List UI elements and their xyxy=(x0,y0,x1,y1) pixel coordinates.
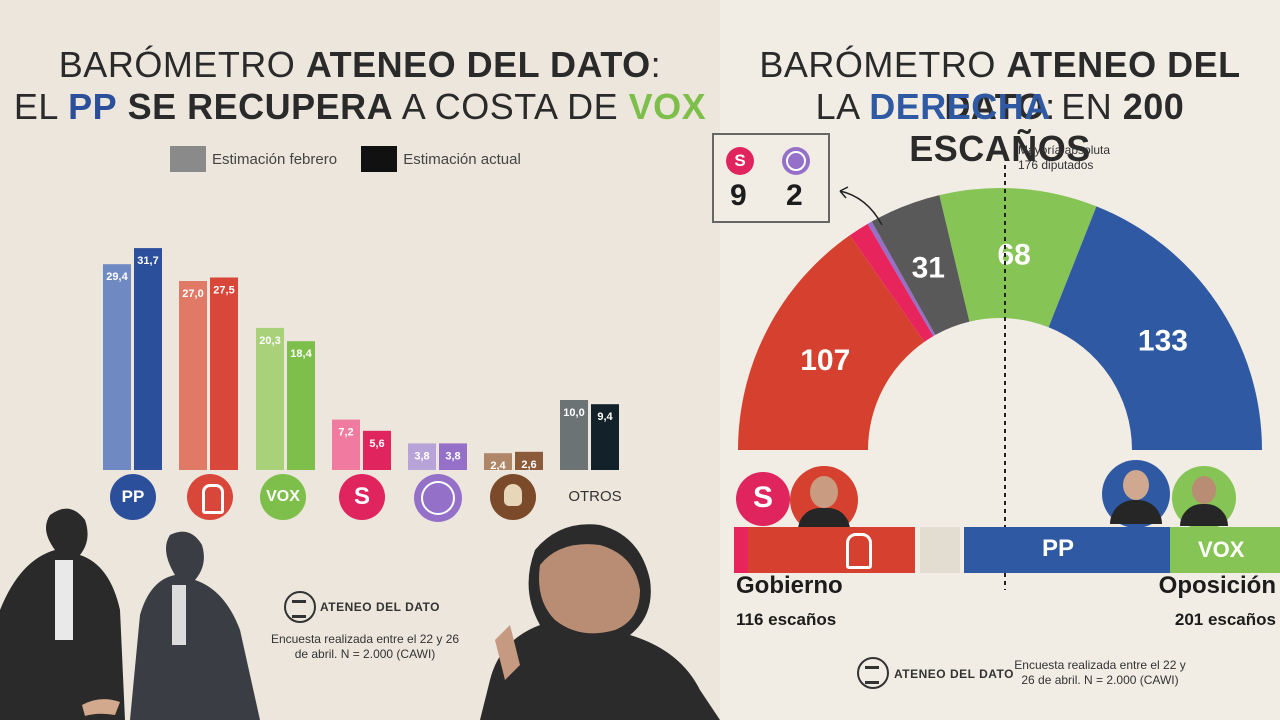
bar-label-salf-february: 2,4 xyxy=(490,460,506,472)
bar-chart: 29,4 31,7 27,0 27,5 20,3 18,4 7,2 5,6 3,8 3,8 2,4 2… xyxy=(103,248,619,472)
minor-parties-callout: S 9 2 xyxy=(712,133,830,223)
ateneo-logo-icon xyxy=(284,591,316,623)
right-panel: BARÓMETRO ATENEO DEL DATO: LA DERECHA EN… xyxy=(712,0,1280,720)
seat-arc-otros xyxy=(871,195,970,335)
seat-label-vox: 68 xyxy=(997,239,1030,272)
seat-arc-vox xyxy=(939,188,1097,328)
bar-salf-february xyxy=(484,453,512,470)
bar-label-otros-february: 10,0 xyxy=(563,407,584,419)
seat-label-pp: 133 xyxy=(1138,324,1188,357)
bar-vox-current xyxy=(287,341,315,470)
sumar-leader-logo-icon: S xyxy=(736,472,790,526)
bar-podemos-february xyxy=(408,443,436,470)
right-survey-note: Encuesta realizada entre el 22 y 26 de a… xyxy=(1014,658,1186,687)
psoe-bar-segment xyxy=(748,527,915,573)
seat-arc-pp xyxy=(1048,206,1262,450)
bar-label-psoe-current: 27,5 xyxy=(213,285,234,297)
psoe-rose-icon xyxy=(846,533,872,569)
feijoo-photo xyxy=(1102,460,1170,528)
bar-label-sumar-february: 7,2 xyxy=(338,427,353,439)
sumar-logo-icon: S xyxy=(726,147,754,175)
opposition-seats: 201 escaños xyxy=(1174,610,1276,629)
left-brand: ATENEO DEL DATO xyxy=(320,600,440,614)
bar-label-salf-current: 2,6 xyxy=(521,459,536,471)
others-label: OTROS xyxy=(568,488,622,505)
chart-legend: Estimación febrero Estimación actual xyxy=(170,146,541,172)
vox-logo-icon: VOX xyxy=(260,474,306,520)
government-label: Gobierno xyxy=(736,572,843,599)
others-bar-segment xyxy=(920,527,960,573)
bar-label-sumar-current: 5,6 xyxy=(369,438,384,450)
left-title-line2: EL PP SE RECUPERA A COSTA DE VOX xyxy=(13,86,707,127)
sumar-bar-segment xyxy=(734,527,748,573)
legend-swatch-february xyxy=(170,146,206,172)
bar-label-pp-february: 29,4 xyxy=(106,271,128,283)
left-panel: BARÓMETRO ATENEO DEL DATO: EL PP SE RECU… xyxy=(0,44,720,720)
bar-sumar-february xyxy=(332,419,360,470)
right-brand: ATENEO DEL DATO xyxy=(894,667,1014,681)
pp-bar-segment: PP xyxy=(964,527,1170,573)
ateneo-logo-icon xyxy=(857,657,889,689)
hemicycle-chart: 107 31 68 133 xyxy=(738,165,1262,590)
bar-vox-february xyxy=(256,327,284,470)
majority-line1: Mayoría absoluta xyxy=(1018,143,1111,157)
vox-bar-segment: VOX xyxy=(1170,527,1280,573)
bar-psoe-february xyxy=(179,281,207,470)
sumar-seats: 9 xyxy=(730,179,747,212)
legend-label-current: Estimación actual xyxy=(403,150,521,168)
podemos-logo-icon xyxy=(782,147,810,175)
bar-label-podemos-february: 3,8 xyxy=(414,450,429,462)
sanchez-photo xyxy=(790,466,858,534)
seat-label-psoe: 107 xyxy=(800,344,850,377)
opposition-label: Oposición xyxy=(1158,572,1276,599)
bar-label-podemos-current: 3,8 xyxy=(445,450,460,462)
callout-arrow-icon xyxy=(839,186,883,225)
salf-logo-icon xyxy=(490,474,536,520)
legend-swatch-current xyxy=(361,146,398,172)
majority-line2: 176 diputados xyxy=(1018,158,1094,172)
bar-label-vox-current: 18,4 xyxy=(290,348,312,360)
majority-label: Mayoría absoluta 176 diputados xyxy=(1018,143,1110,173)
abascal-photo xyxy=(1172,466,1236,530)
right-title-line2: LA DERECHA EN 200 ESCAÑOS xyxy=(815,86,1185,169)
legend-label-february: Estimación febrero xyxy=(212,150,338,168)
pp-logo-icon: PP xyxy=(110,474,156,520)
left-title-line1: BARÓMETRO ATENEO DEL DATO: xyxy=(58,44,662,85)
bar-psoe-current xyxy=(210,277,238,470)
podemos-logo-icon xyxy=(414,474,462,522)
bar-label-pp-current: 31,7 xyxy=(137,255,158,267)
psoe-logo-icon xyxy=(187,474,233,520)
bar-label-psoe-february: 27,0 xyxy=(182,288,203,300)
bar-sumar-current xyxy=(363,430,391,470)
bar-label-otros-current: 9,4 xyxy=(597,411,613,423)
government-seats: 116 escaños xyxy=(736,610,837,629)
bar-salf-current xyxy=(515,451,543,470)
seat-arc-podemos xyxy=(867,221,936,337)
seat-arc-psoe xyxy=(738,235,925,450)
bar-otros-february xyxy=(560,400,588,470)
politicians-photo xyxy=(0,508,720,720)
bar-otros-current xyxy=(591,404,619,470)
podemos-seats: 2 xyxy=(786,179,803,212)
left-survey-note: Encuesta realizada entre el 22 y 26 de a… xyxy=(270,632,460,661)
bar-podemos-current xyxy=(439,443,467,470)
bar-label-vox-february: 20,3 xyxy=(259,335,280,347)
seat-label-otros: 31 xyxy=(912,252,945,285)
seat-arc-sumar xyxy=(849,223,934,342)
sumar-logo-icon: S xyxy=(339,474,385,520)
right-title-line1: BARÓMETRO ATENEO DEL DATO: xyxy=(759,44,1241,127)
bar-pp-current xyxy=(134,248,162,470)
bar-pp-february xyxy=(103,264,131,470)
